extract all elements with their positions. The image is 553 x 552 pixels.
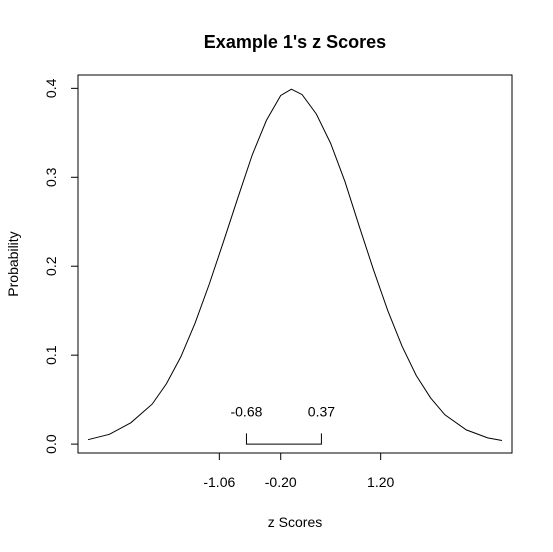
y-tick-label: 0.4 xyxy=(43,78,59,98)
plot-frame xyxy=(77,74,513,454)
x-axis: -1.06 -0.20 1.20 xyxy=(203,452,394,490)
x-tick-label: -0.20 xyxy=(265,474,297,490)
annotation-layer: -0.68 0.37 xyxy=(230,404,335,445)
annotation-label: 0.37 xyxy=(308,404,335,420)
x-tick-label: 1.20 xyxy=(367,474,394,490)
x-axis-label: z Scores xyxy=(268,514,322,530)
y-tick-label: 0.1 xyxy=(43,345,59,365)
density-curve xyxy=(87,88,503,441)
y-tick-label: 0.3 xyxy=(43,167,59,187)
chart-title: Example 1's z Scores xyxy=(204,32,386,52)
range-bracket xyxy=(245,433,322,445)
y-tick-label: 0.0 xyxy=(43,434,59,454)
y-tick-label: 0.2 xyxy=(43,256,59,276)
annotation-label: -0.68 xyxy=(230,404,262,420)
x-tick-label: -1.06 xyxy=(203,474,235,490)
series-layer xyxy=(87,88,503,441)
y-axis-label: Probability xyxy=(5,231,21,296)
y-axis: 0.0 0.1 0.2 0.3 0.4 xyxy=(43,78,79,454)
